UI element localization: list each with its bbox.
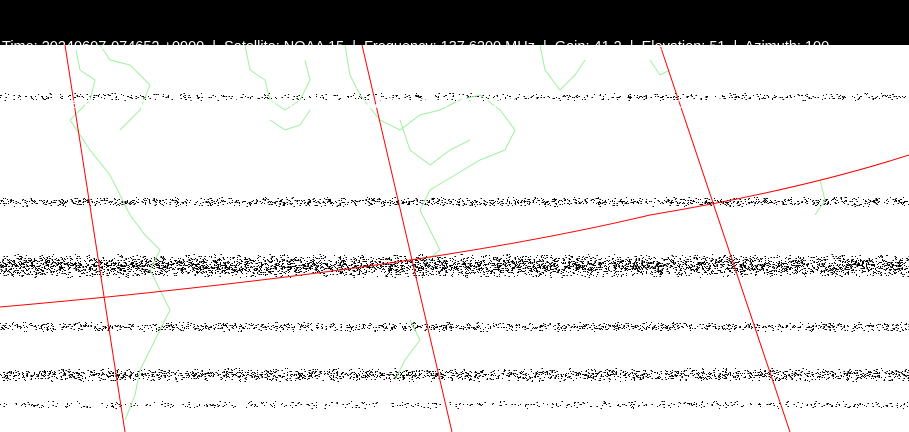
image-background	[0, 45, 909, 432]
graticule	[0, 44, 909, 432]
coastlines	[69, 44, 826, 421]
header-line: Enhancement: meteorological IR | Gunpo S…	[2, 96, 796, 112]
header: Time: 20240607-074652 +0900 | Satellite:…	[0, 0, 909, 112]
header-line: Time: 20240607-074652 +0900 | Satellite:…	[2, 39, 830, 55]
